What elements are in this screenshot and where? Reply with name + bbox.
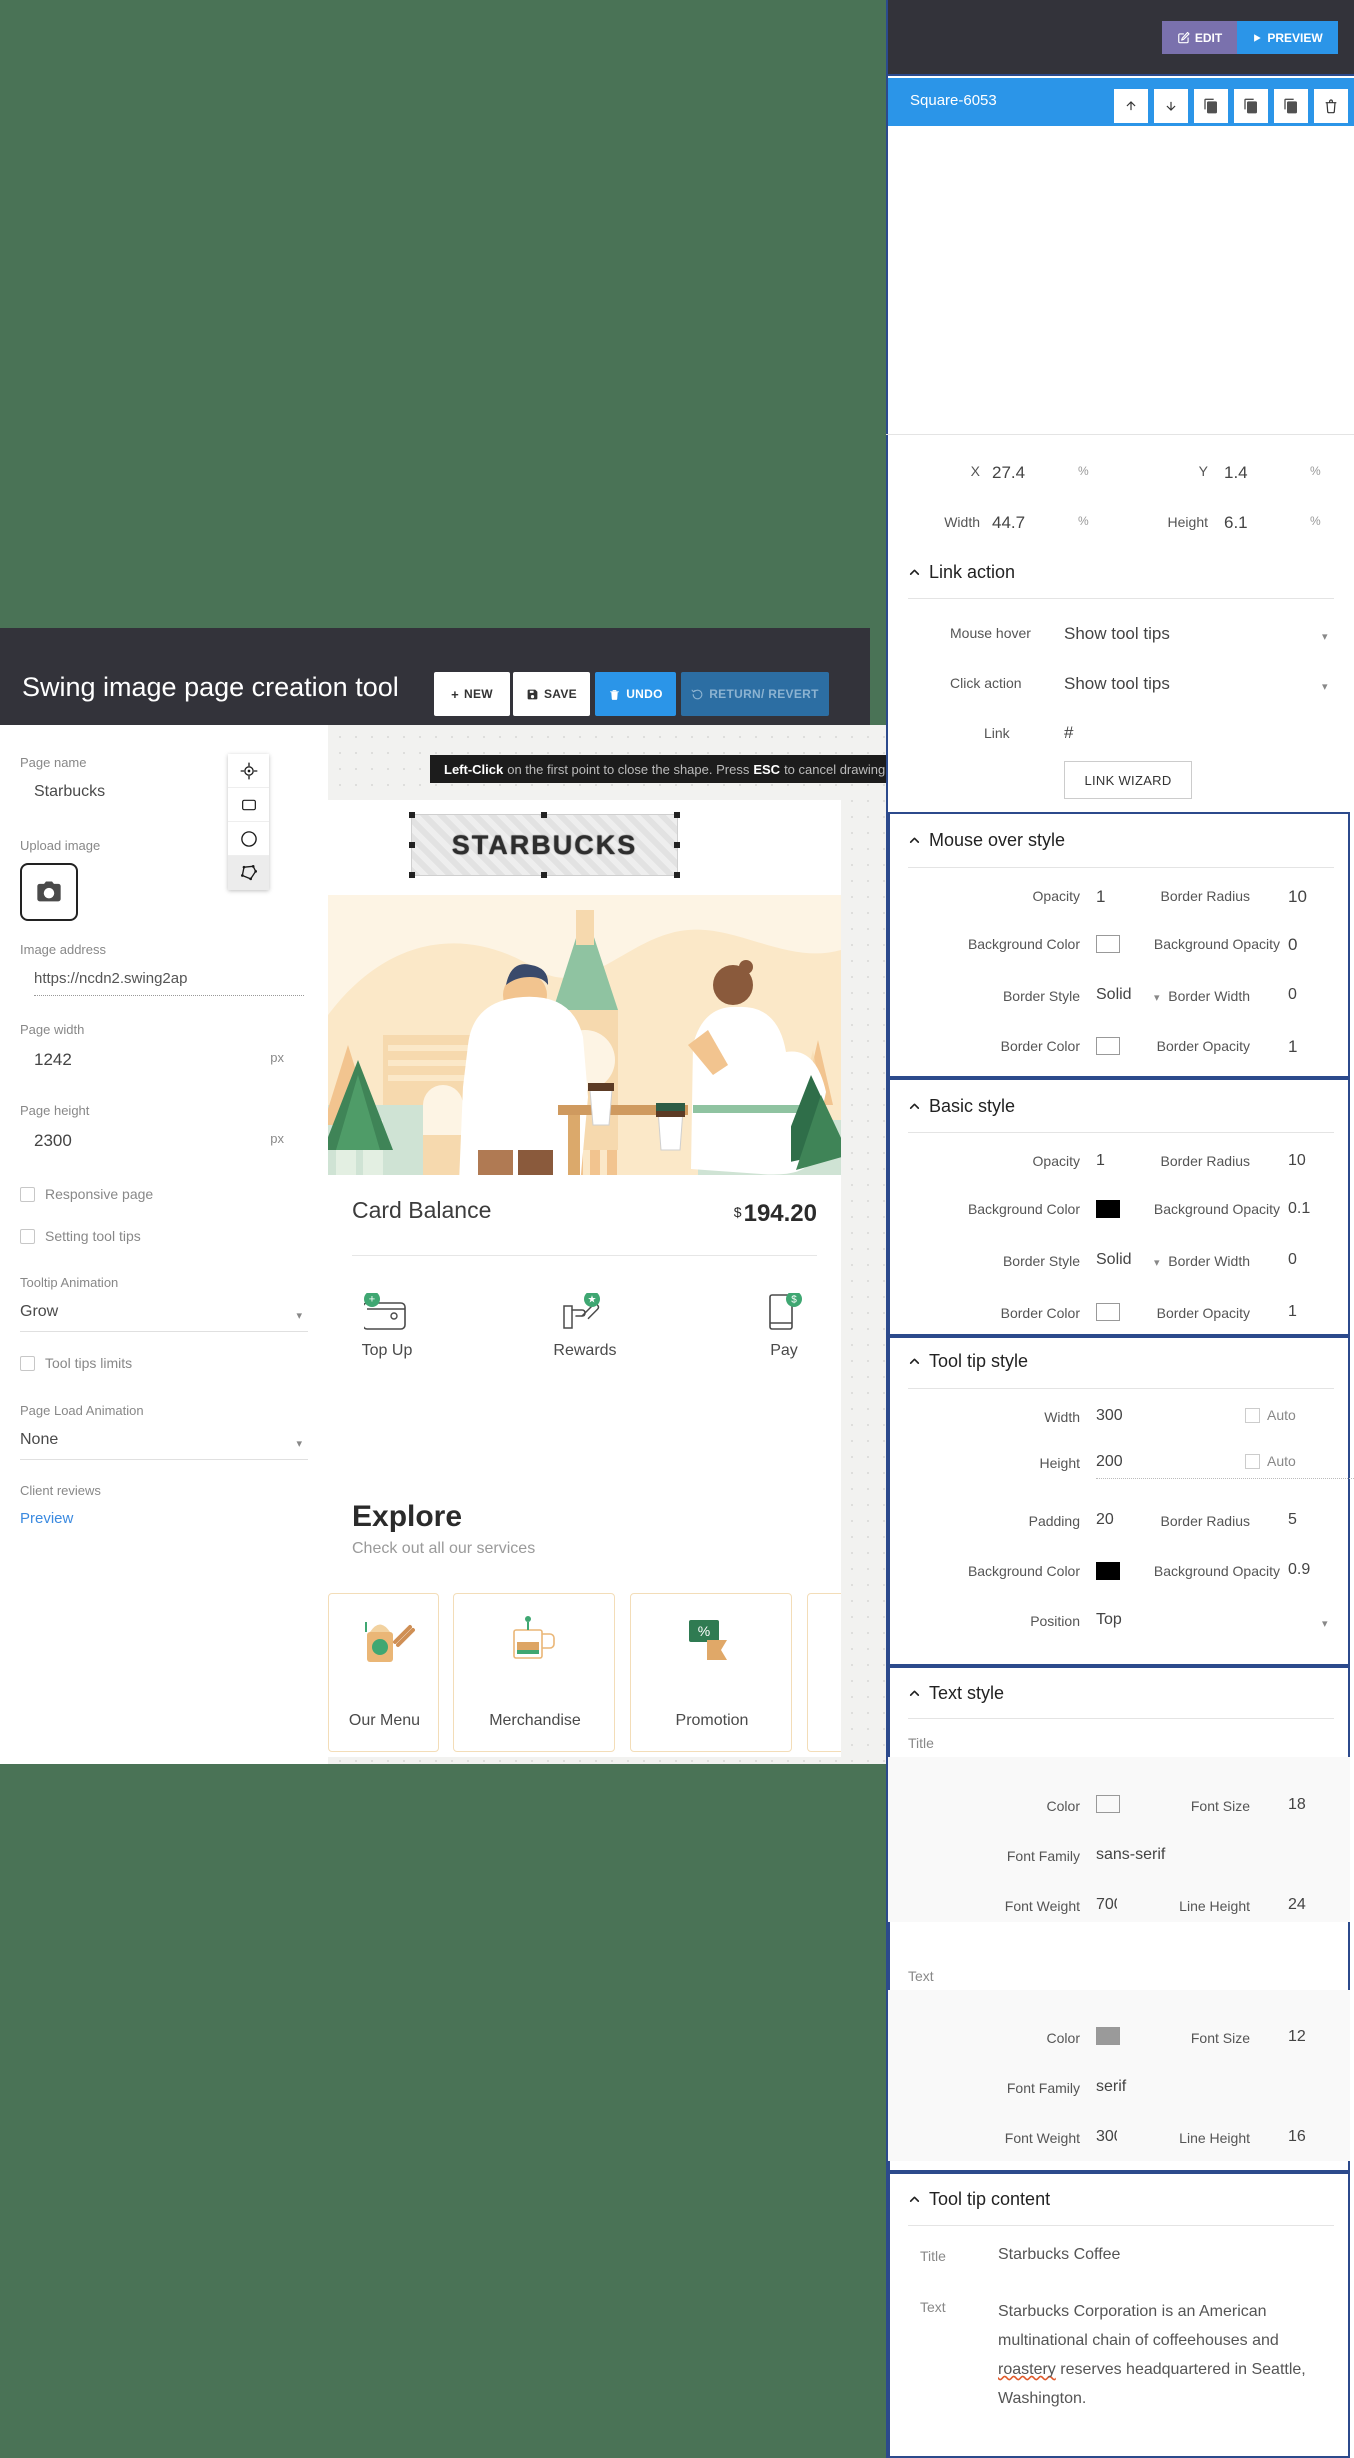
svg-text:+: + bbox=[369, 1293, 375, 1305]
svg-text:★: ★ bbox=[588, 1294, 597, 1305]
svg-text:%: % bbox=[698, 1623, 710, 1639]
svg-text:$: $ bbox=[791, 1294, 797, 1305]
